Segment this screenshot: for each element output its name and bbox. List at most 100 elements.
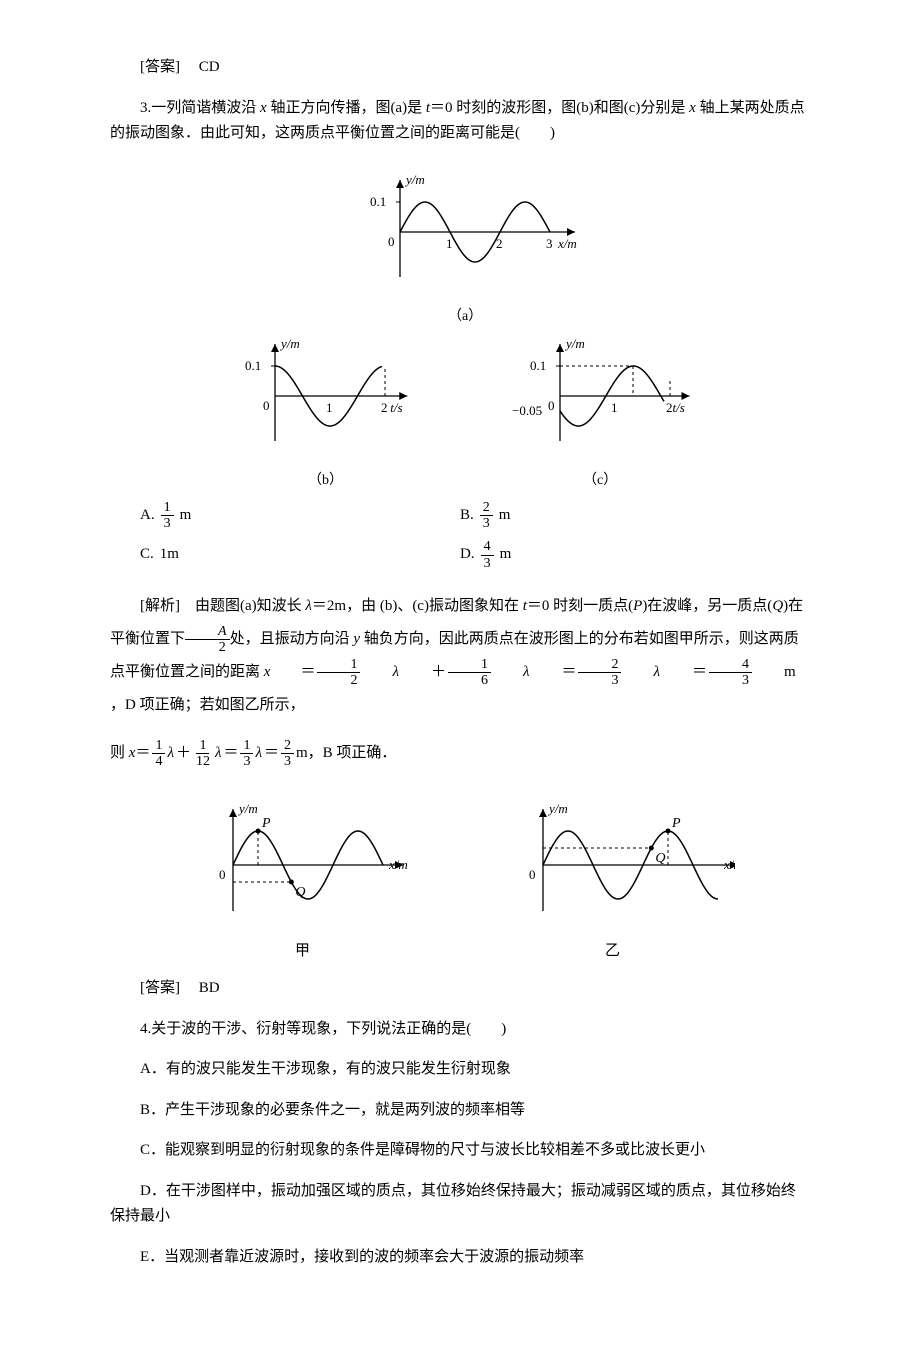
eq1-f4: 43 — [709, 657, 752, 689]
eq1-f3d: 3 — [578, 673, 621, 688]
option-b: B. 2 3 m — [460, 496, 810, 536]
eq2-f3n: 1 — [240, 738, 253, 754]
eq1-f2n: 1 — [448, 657, 491, 673]
eq1-eq: ＝ — [270, 656, 315, 689]
option-a: A. 1 3 m — [110, 496, 460, 536]
answer3-label: [答案] — [140, 980, 180, 996]
an-x: x — [264, 664, 271, 680]
svg-text:t/s: t/s — [673, 400, 685, 415]
eq2-eq2: ＝ — [223, 737, 238, 770]
answer-value: CD — [199, 59, 220, 75]
eq2-l1: λ — [167, 737, 174, 770]
opt-d-frac: 4 3 — [481, 539, 494, 571]
an3-pre: 则 — [110, 745, 129, 761]
opt-a-prefix: A. — [140, 503, 155, 529]
opt-b-unit: m — [499, 503, 511, 529]
svg-text:（c）: （c） — [583, 472, 617, 488]
option-c: C. 1m — [110, 535, 460, 575]
svg-text:3: 3 — [546, 236, 553, 251]
opt-c-text: 1m — [160, 542, 179, 568]
answer3-value: BD — [199, 980, 220, 996]
eq2-m: m — [296, 737, 308, 770]
eq1-f1n: 1 — [317, 657, 360, 673]
var-x2: x — [689, 100, 696, 116]
eq1-f1: 12 — [317, 657, 360, 689]
q3-num: 3. — [140, 100, 151, 116]
svg-text:1: 1 — [446, 236, 453, 251]
q4-A: A．有的波只能发生干涉现象，有的波只能发生衍射现象 — [110, 1057, 810, 1083]
opt-d-unit: m — [500, 542, 512, 568]
an-l1b: ＝2m，由 (b)、(c)振动图象知在 — [312, 598, 523, 614]
opt-b-num: 2 — [480, 500, 493, 516]
opt-d-den: 3 — [481, 556, 494, 571]
analysis-label: [解析] — [140, 598, 180, 614]
eq1-f2: 16 — [448, 657, 491, 689]
svg-text:甲: 甲 — [295, 943, 310, 959]
eq1-f2d: 6 — [448, 673, 491, 688]
q3-t2: 轴正方向传播，图(a)是 — [267, 100, 426, 116]
svg-text:P: P — [261, 816, 271, 831]
q4-B: B．产生干涉现象的必要条件之一，就是两列波的频率相等 — [110, 1098, 810, 1124]
figure-b: 0y/mt/s0.112（b） — [220, 326, 420, 490]
an-Q: Q — [772, 598, 783, 614]
svg-text:0: 0 — [548, 398, 555, 413]
analysis-3-line3: 则 x＝14λ＋112λ＝13λ＝23m，B 项正确． — [110, 737, 810, 770]
svg-text:（a）: （a） — [448, 308, 482, 324]
svg-text:t/s: t/s — [390, 400, 402, 415]
eq1-m: m — [754, 656, 796, 689]
option-d: D. 4 3 m — [460, 535, 810, 575]
eq2-eq: ＝ — [135, 737, 150, 770]
eq2-f3d: 3 — [240, 754, 253, 769]
svg-text:Q: Q — [655, 851, 665, 866]
opt-b-prefix: B. — [460, 503, 474, 529]
page: [答案] CD 3.一列简谐横波沿 x 轴正方向传播，图(a)是 t＝0 时刻的… — [0, 0, 920, 1345]
eq1-p1: ＋ — [401, 656, 446, 689]
eq1-f1d: 2 — [317, 673, 360, 688]
an-eq2: ＝14λ＋112λ＝13λ＝23m — [135, 737, 307, 770]
svg-text:0: 0 — [263, 398, 270, 413]
opt-c-prefix: C. — [140, 542, 154, 568]
eq1-l2: λ — [493, 656, 530, 689]
eq1-eq3: ＝ — [662, 656, 707, 689]
eq1-f3: 23 — [578, 657, 621, 689]
svg-text:0: 0 — [219, 867, 226, 882]
var-x: x — [260, 100, 267, 116]
opt-d-prefix: D. — [460, 542, 475, 568]
an-P: P — [633, 598, 642, 614]
opt-b-den: 3 — [480, 516, 493, 531]
svg-text:y/m: y/m — [279, 336, 300, 351]
eq2-f4d: 3 — [281, 754, 294, 769]
eq2-f4: 23 — [281, 738, 294, 770]
svg-text:0: 0 — [529, 867, 536, 882]
eq2-f2d: 12 — [193, 754, 213, 769]
an-l1d: )在波峰，另一质点( — [642, 598, 772, 614]
q4-text: 关于波的干涉、衍射等现象，下列说法正确的是( ) — [151, 1021, 506, 1037]
figure-c: 0y/mt/s0.1−0.0512（c） — [490, 326, 700, 490]
svg-text:乙: 乙 — [605, 943, 620, 959]
an-Afrac-num: A — [185, 624, 230, 640]
svg-text:0.1: 0.1 — [245, 358, 261, 373]
figure-jiayi-row: 0y/mx/mPQ甲 0y/mx/mPQ乙 — [110, 785, 810, 961]
answer-1: [答案] CD — [110, 55, 810, 81]
eq2-f3: 13 — [240, 738, 253, 770]
an-eq1: ＝12λ＋16λ＝23λ＝43m — [270, 656, 795, 689]
svg-text:x/m: x/m — [388, 857, 408, 872]
opt-d-num: 4 — [481, 539, 494, 555]
an-l3tail: ，B 项正确． — [308, 745, 397, 761]
q3-options: A. 1 3 m B. 2 3 m C. 1m D. 4 3 m — [110, 496, 810, 576]
svg-text:0.1: 0.1 — [370, 194, 386, 209]
figure-a-wrap: 0y/mx/m0.1123（a） — [110, 162, 810, 326]
svg-text:−0.05: −0.05 — [512, 403, 542, 418]
analysis-3: [解析] 由题图(a)知波长 λ＝2m，由 (b)、(c)振动图象知在 t＝0 … — [110, 590, 810, 722]
opt-a-unit: m — [180, 503, 192, 529]
svg-text:2: 2 — [381, 400, 388, 415]
eq2-l2: λ — [215, 737, 222, 770]
q4-num: 4. — [140, 1021, 151, 1037]
eq1-eq2: ＝ — [531, 656, 576, 689]
q4-D: D．在干涉图样中，振动加强区域的质点，其位移始终保持最大；振动减弱区域的质点，其… — [110, 1179, 810, 1230]
opt-a-frac: 1 3 — [161, 500, 174, 532]
opt-b-frac: 2 3 — [480, 500, 493, 532]
q3-t3: ＝0 时刻的波形图，图(b)和图(c)分别是 — [430, 100, 689, 116]
an-Afrac: A2 — [185, 624, 230, 656]
an-l1f: 处，且振动方向沿 — [230, 631, 354, 647]
